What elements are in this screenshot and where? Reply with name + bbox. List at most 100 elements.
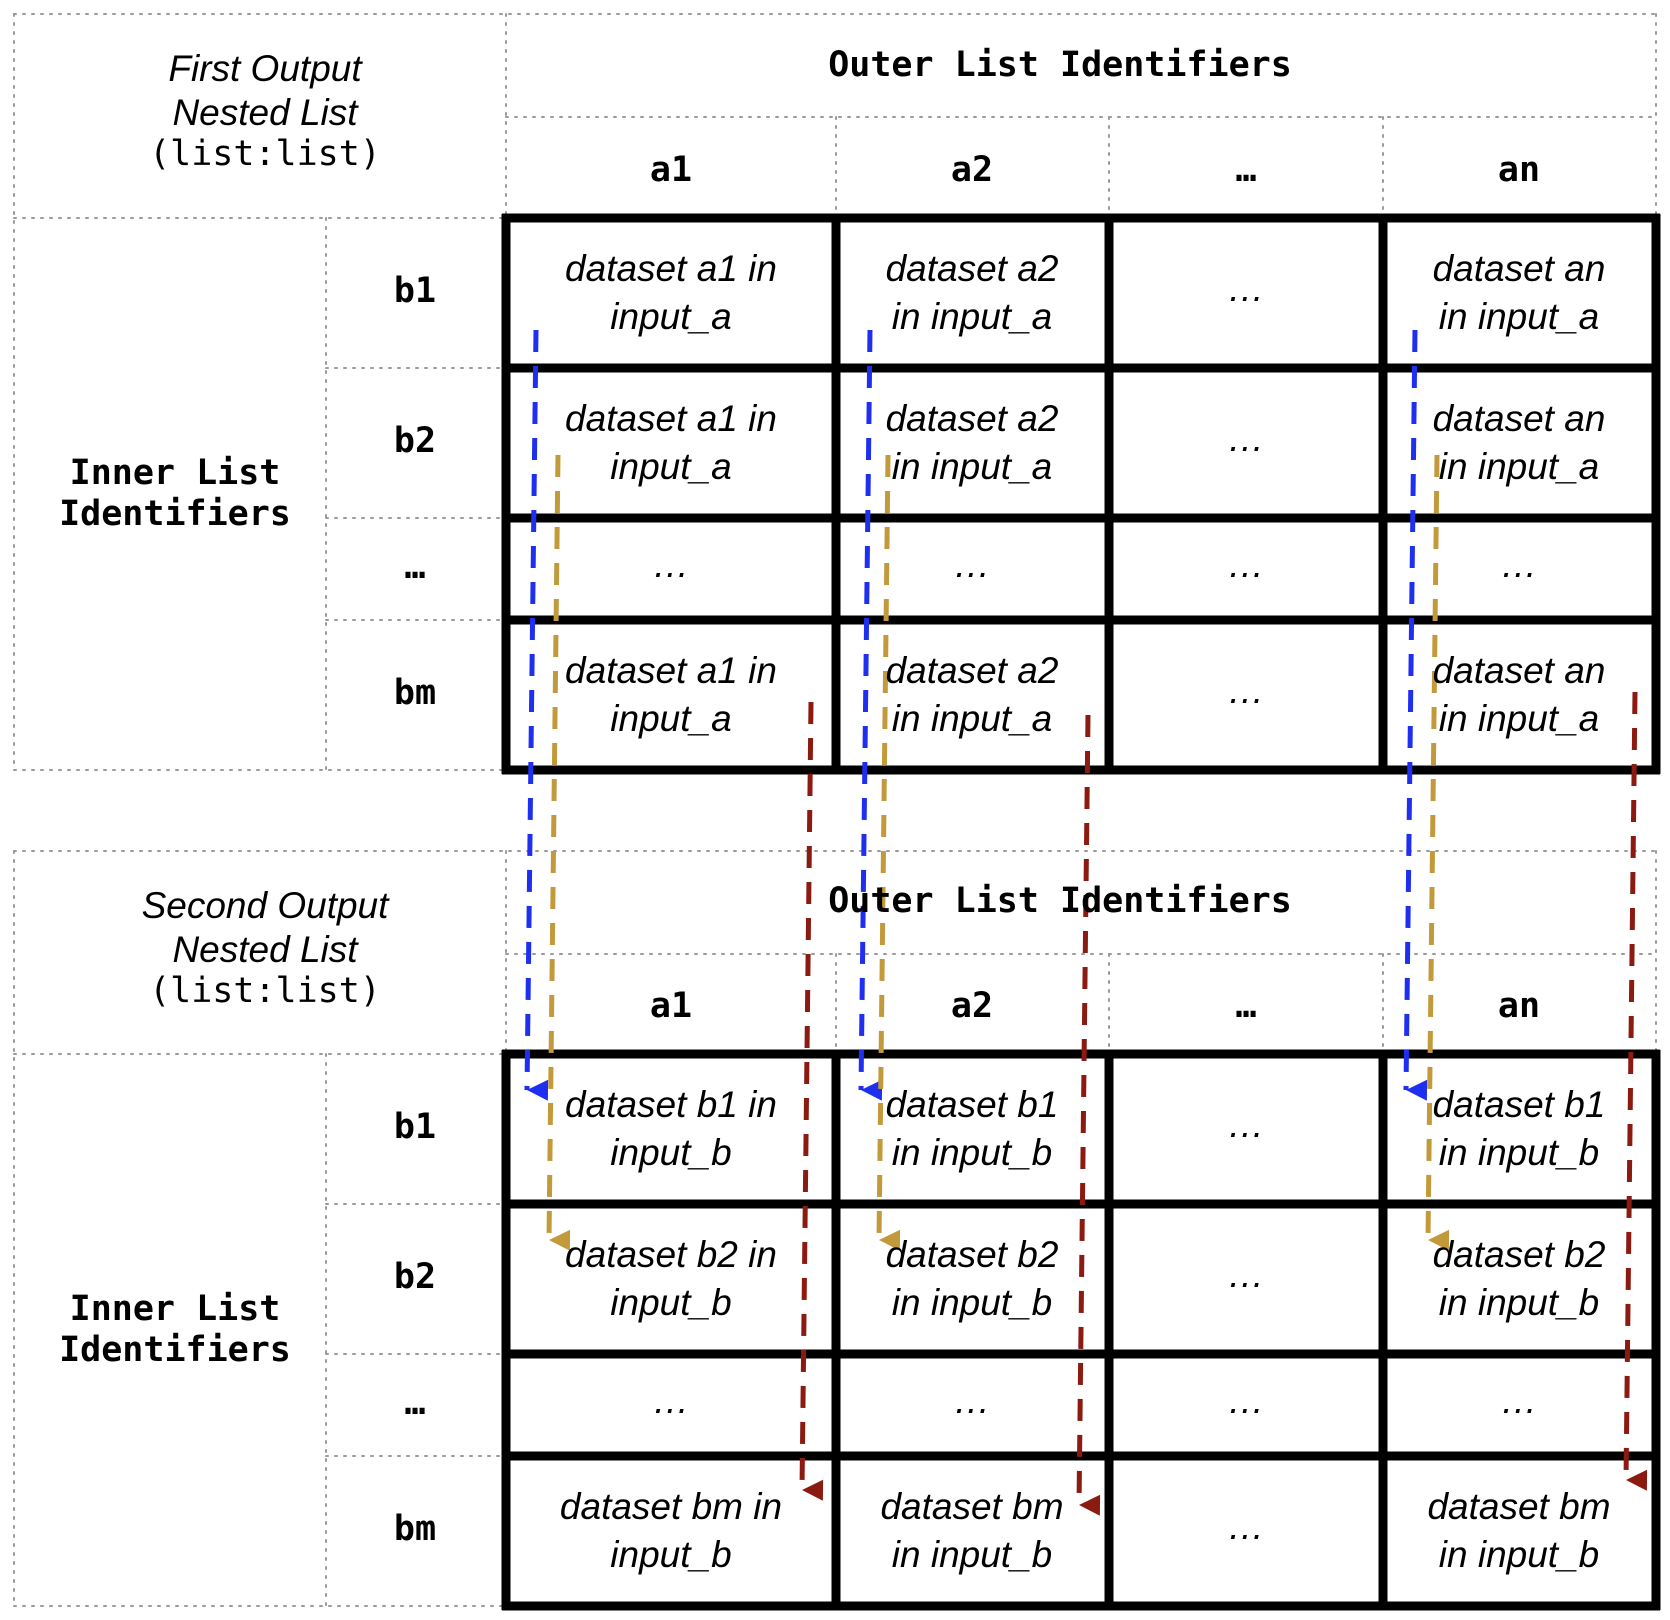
table1-inner-header-line2: Identifiers <box>59 494 291 535</box>
cell-line-2: in input_a <box>1438 296 1600 338</box>
cell-line-1: dataset an <box>1432 650 1606 691</box>
table-cell-ellipsis: … <box>1227 268 1265 309</box>
table-cell: dataset a1 in input_a <box>531 395 811 491</box>
column-header-2: a2 <box>950 150 994 190</box>
cell-line-1: dataset a1 in <box>565 398 777 439</box>
arrow-b1-col-a1 <box>524 329 549 1101</box>
table-cell-ellipsis: … <box>1500 1380 1538 1421</box>
column-header-4: an <box>1497 150 1541 190</box>
table-cell: dataset an in input_a <box>1379 647 1659 743</box>
arrow-b2-col-a1 <box>546 454 571 1251</box>
table-cell: dataset a2 in input_a <box>832 647 1112 743</box>
row-header-3: … <box>404 1383 426 1423</box>
arrow-b1-col-an <box>1403 329 1428 1101</box>
cell-line-1: dataset a2 <box>885 650 1059 691</box>
row-header-1: b1 <box>393 1107 437 1147</box>
column-header-1: a1 <box>649 150 693 190</box>
table-cell-ellipsis: … <box>1227 418 1265 459</box>
arrow-b1-col-a2 <box>858 329 883 1101</box>
table-cell: dataset a1 in input_a <box>531 647 811 743</box>
table1-caption-line2: Nested List <box>172 91 358 133</box>
table-cell-ellipsis: … <box>953 1380 991 1421</box>
table-cell-ellipsis: … <box>1500 544 1538 585</box>
table-cell: dataset an in input_a <box>1379 395 1659 491</box>
table-cell: dataset bm in input_b <box>832 1483 1112 1579</box>
cell-line-2: input_a <box>610 296 732 338</box>
table-cell-ellipsis: … <box>1227 544 1265 585</box>
table-cell-ellipsis: … <box>1227 1380 1265 1421</box>
row-header-4: bm <box>393 673 437 713</box>
cell-line-1: dataset a2 <box>885 398 1059 439</box>
table-cell: dataset b2 in input_b <box>832 1231 1112 1327</box>
table2-caption: Second Output Nested List (list:list) <box>100 884 430 1013</box>
table-cell: dataset b2 in input_b <box>1379 1231 1659 1327</box>
cell-line-2: input_b <box>610 1132 732 1174</box>
table-cell: dataset bm in input_b <box>1379 1483 1659 1579</box>
table-cell-ellipsis: … <box>652 1380 690 1421</box>
table2-inner-header-line1: Inner List <box>69 1289 281 1329</box>
cell-line-2: in input_a <box>891 698 1053 740</box>
table1-caption-line1: First Output <box>168 48 362 89</box>
cell-line-2: in input_a <box>891 296 1053 338</box>
table-cell: dataset b1 in input_b <box>832 1081 1112 1177</box>
cell-line-2: input_b <box>610 1534 732 1576</box>
table1-inner-header: Inner List Identifiers <box>30 453 320 536</box>
column-header-3: … <box>1235 150 1257 190</box>
cell-line-1: dataset a1 in <box>565 650 777 691</box>
cell-line-1: dataset b1 <box>885 1084 1059 1125</box>
cell-line-1: dataset a2 <box>885 248 1059 289</box>
table2-caption-line1: Second Output <box>141 885 389 926</box>
table-cell: dataset bm in input_b <box>531 1483 811 1579</box>
column-header-1: a1 <box>649 986 693 1026</box>
cell-line-1: dataset bm in <box>559 1486 783 1527</box>
cell-line-2: in input_b <box>1438 1282 1600 1324</box>
table2-caption-line2: Nested List <box>172 928 358 970</box>
cell-line-2: in input_a <box>1438 698 1600 740</box>
cell-line-1: dataset b1 <box>1432 1084 1606 1125</box>
table-cell: dataset b1 in input_b <box>531 1081 811 1177</box>
table-cell: dataset a2 in input_a <box>832 395 1112 491</box>
cell-line-2: in input_b <box>1438 1534 1600 1576</box>
arrow-b2-col-a2 <box>876 454 901 1251</box>
column-header-4: an <box>1497 986 1541 1026</box>
table2-outer-header: Outer List Identifiers <box>828 881 1292 921</box>
table1-caption: First Output Nested List (list:list) <box>100 47 430 176</box>
row-header-3: … <box>404 547 426 587</box>
cell-line-1: dataset an <box>1432 398 1606 439</box>
column-header-2: a2 <box>950 986 994 1026</box>
cell-line-2: input_a <box>610 698 732 740</box>
table-cell: dataset b1 in input_b <box>1379 1081 1659 1177</box>
cell-line-2: in input_a <box>891 446 1053 488</box>
row-header-2: b2 <box>393 421 437 461</box>
cell-line-1: dataset b2 <box>885 1234 1059 1275</box>
table-cell: dataset a2 in input_a <box>832 245 1112 341</box>
cell-line-1: dataset an <box>1432 248 1606 289</box>
cell-line-2: in input_a <box>1438 446 1600 488</box>
arrow-bm-col-a2 <box>1076 714 1101 1516</box>
arrow-b2-col-an <box>1425 454 1450 1251</box>
cell-line-2: in input_b <box>891 1534 1053 1576</box>
row-header-4: bm <box>393 1509 437 1549</box>
cell-line-1: dataset b1 in <box>565 1084 777 1125</box>
cell-line-2: input_b <box>610 1282 732 1324</box>
table-cell-ellipsis: … <box>1227 1506 1265 1547</box>
cell-line-2: input_a <box>610 446 732 488</box>
table-cell-ellipsis: … <box>1227 1104 1265 1145</box>
table2-inner-header-line2: Identifiers <box>59 1330 291 1371</box>
cell-line-1: dataset bm <box>880 1486 1064 1527</box>
cell-line-1: dataset bm <box>1427 1486 1611 1527</box>
arrow-bm-col-an <box>1623 691 1648 1491</box>
table2-caption-line3: (list:list) <box>149 971 381 1012</box>
table-cell: dataset an in input_a <box>1379 245 1659 341</box>
table1-caption-line3: (list:list) <box>149 134 381 175</box>
column-header-3: … <box>1235 986 1257 1026</box>
table-cell-ellipsis: … <box>1227 670 1265 711</box>
table1-inner-header-line1: Inner List <box>69 453 281 493</box>
row-header-1: b1 <box>393 271 437 311</box>
cell-line-2: in input_b <box>1438 1132 1600 1174</box>
table-cell-ellipsis: … <box>953 544 991 585</box>
table-cell: dataset b2 in input_b <box>531 1231 811 1327</box>
cell-line-1: dataset b2 <box>1432 1234 1606 1275</box>
